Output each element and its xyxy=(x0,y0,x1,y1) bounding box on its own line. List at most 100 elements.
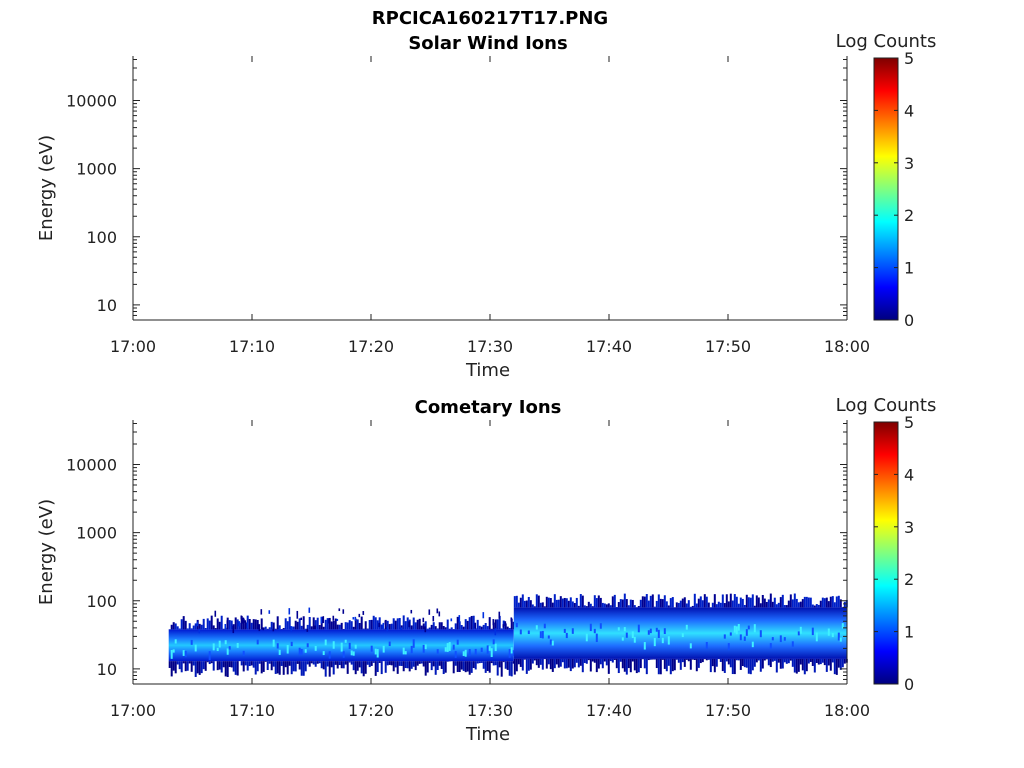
spectrogram-cell xyxy=(486,626,489,630)
spectrogram-cell xyxy=(749,597,752,608)
spectrogram-cell xyxy=(633,658,636,671)
spectrogram-cell xyxy=(605,604,608,608)
spectrogram-cell xyxy=(328,651,331,659)
spectrogram-cell xyxy=(557,599,560,608)
panel-title: Cometary Ions xyxy=(415,397,562,418)
spectrogram-cell xyxy=(174,639,177,644)
spectrogram-cell xyxy=(508,627,511,630)
spectrogram-cell xyxy=(739,634,742,641)
spectrogram-cell xyxy=(653,658,656,660)
spectrogram-cell xyxy=(236,619,239,630)
spectrogram-cell xyxy=(298,618,301,630)
spectrogram-cell xyxy=(298,647,301,656)
spectrogram-cell xyxy=(535,658,538,666)
spectrogram-cell xyxy=(382,622,385,629)
spectrogram-cell xyxy=(242,618,245,630)
spectrogram-cell xyxy=(823,598,826,608)
spectrogram-cell xyxy=(200,624,203,630)
spectrogram-cell xyxy=(753,658,756,667)
spectrogram-cell xyxy=(254,619,257,630)
spectrogram-cell xyxy=(667,605,670,608)
spectrogram-cell xyxy=(266,628,269,630)
spectrogram-cell xyxy=(677,602,680,608)
spectrogram-cell xyxy=(625,599,628,608)
spectrogram-cell xyxy=(182,661,185,664)
spectrogram-cell xyxy=(232,625,235,634)
spectrogram-cell xyxy=(444,627,447,630)
spectrogram-cell xyxy=(474,628,477,630)
spectrogram-cell xyxy=(533,606,536,608)
spectrogram-cell xyxy=(412,639,415,648)
spectrogram-cell xyxy=(685,624,688,630)
spectrogram-cell xyxy=(392,618,395,630)
spectrogram-cell xyxy=(601,658,604,669)
spectrogram-cell xyxy=(244,620,247,623)
spectrogram-cell xyxy=(611,596,614,608)
spectrogram-cell xyxy=(234,661,237,675)
spectrogram-cell xyxy=(697,598,700,608)
spectrogram-cell xyxy=(735,626,738,635)
spectrogram-cell xyxy=(376,661,379,673)
spectrogram-cell xyxy=(657,658,660,675)
spectrogram-cell xyxy=(625,632,628,638)
spectrogram-cell xyxy=(212,661,215,671)
spectrogram-cell xyxy=(791,641,794,647)
spectrogram-cell xyxy=(362,661,365,677)
spectrogram-cell xyxy=(292,626,295,630)
spectrogram-cell xyxy=(555,599,558,608)
spectrogram-cell xyxy=(508,649,511,658)
spectrogram-cell xyxy=(288,608,291,615)
spectrogram-cell xyxy=(444,647,447,652)
spectrogram-cell xyxy=(210,661,213,664)
spectrogram-cell xyxy=(366,628,369,630)
x-tick-label: 17:10 xyxy=(229,337,275,356)
spectrogram-cell xyxy=(398,618,401,630)
spectrogram-cell xyxy=(506,661,509,670)
spectrogram-cell xyxy=(226,661,229,677)
y-tick-label: 1000 xyxy=(76,160,117,179)
spectrogram-cell xyxy=(523,600,526,608)
spectrogram-cell xyxy=(342,651,345,658)
spectrogram-cell xyxy=(278,627,281,631)
spectrogram-cell xyxy=(719,602,722,608)
spectrogram-cell xyxy=(619,658,622,662)
spectrogram-cell xyxy=(450,618,453,622)
spectrogram-cell xyxy=(196,621,199,627)
spectrogram-cell xyxy=(665,658,668,672)
spectrogram-cell xyxy=(182,650,185,656)
spectrogram-cell xyxy=(368,620,371,630)
spectrogram-cell xyxy=(190,661,193,672)
spectrogram-cell xyxy=(422,661,425,667)
spectrogram-cell xyxy=(382,645,385,653)
spectrogram-cell xyxy=(334,661,337,665)
spectrogram-cell xyxy=(172,661,175,671)
spectrogram-cell xyxy=(296,621,299,630)
spectrogram-cell xyxy=(474,622,477,629)
colorbar-label: Log Counts xyxy=(836,31,937,52)
spectrogram-cell xyxy=(388,661,391,665)
spectrogram-cell xyxy=(689,658,692,670)
spectrogram-cell xyxy=(777,602,780,608)
spectrogram-cell xyxy=(172,622,175,630)
spectrogram-cell xyxy=(745,658,748,668)
spectrogram-cell xyxy=(352,617,355,620)
spectrogram-cell xyxy=(246,622,249,629)
spectrogram-cell xyxy=(190,639,193,645)
spectrogram-cell xyxy=(482,661,485,669)
spectrogram-cell xyxy=(434,626,437,630)
spectrogram-cell xyxy=(368,661,371,668)
spectrogram-cell xyxy=(547,658,550,665)
spectrogram-cell xyxy=(625,658,628,675)
spectrogram-cell xyxy=(224,640,227,645)
spectrogram-cell xyxy=(246,661,249,671)
spectrogram-cell xyxy=(222,661,225,668)
spectrogram-cell xyxy=(204,661,207,671)
spectrogram-cell xyxy=(392,661,395,672)
spectrogram-cell xyxy=(462,651,465,656)
spectrogram-cell xyxy=(364,621,367,630)
spectrogram-cell xyxy=(340,661,343,669)
spectrogram-cell xyxy=(360,661,363,674)
spectrogram-cell xyxy=(510,661,513,677)
spectrogram-cell xyxy=(735,658,738,661)
spectrogram-cell xyxy=(232,661,235,672)
